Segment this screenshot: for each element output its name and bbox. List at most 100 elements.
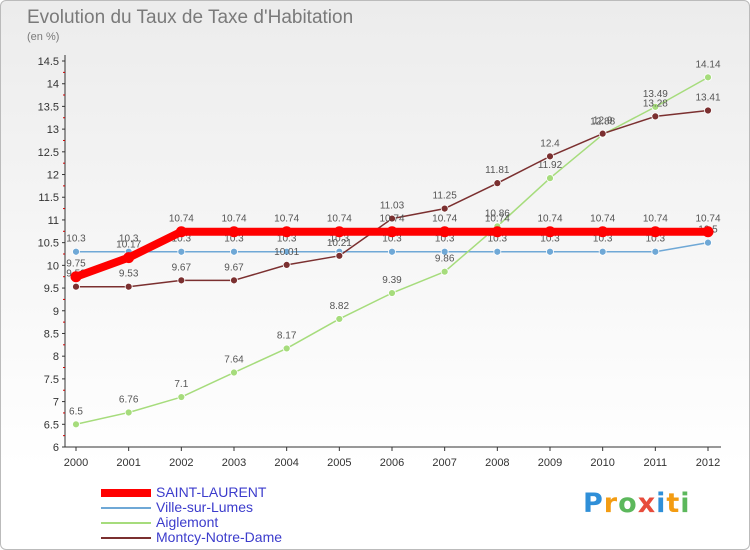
y-tick-label: 9.5 xyxy=(44,283,59,295)
data-point xyxy=(491,226,503,238)
data-label: 11.25 xyxy=(433,191,458,202)
data-point xyxy=(493,179,502,188)
logo-letter: i xyxy=(680,488,691,519)
data-point xyxy=(546,174,554,183)
x-tick-label: 2003 xyxy=(222,457,246,469)
y-tick-label: 14 xyxy=(47,79,59,91)
x-tick-label: 2006 xyxy=(380,457,404,469)
data-label: 13.28 xyxy=(643,98,668,109)
x-tick-label: 2012 xyxy=(696,457,720,469)
y-tick-label: 6.5 xyxy=(44,419,59,431)
data-label: 8.82 xyxy=(330,301,350,312)
data-point xyxy=(386,226,398,238)
data-point xyxy=(124,408,133,417)
data-point xyxy=(388,289,396,297)
data-point xyxy=(598,129,607,138)
data-label: 12.4 xyxy=(540,138,560,149)
data-label: 9.86 xyxy=(435,254,455,265)
data-point xyxy=(175,226,187,238)
data-label: 10.01 xyxy=(274,247,299,258)
x-tick-label: 2009 xyxy=(538,457,562,469)
y-tick-label: 8 xyxy=(53,351,59,363)
data-point xyxy=(651,247,660,256)
data-label: 11.81 xyxy=(485,165,510,176)
data-point xyxy=(72,420,80,429)
data-label: 10.86 xyxy=(485,208,510,219)
x-tick-label: 2007 xyxy=(432,457,456,469)
series-line-montcy-notre-dame xyxy=(75,109,709,288)
data-point xyxy=(282,247,291,256)
data-label: 9.75 xyxy=(66,259,86,270)
data-point xyxy=(440,204,449,213)
data-point xyxy=(649,226,661,238)
data-point xyxy=(70,271,82,283)
data-label: 12.88 xyxy=(590,117,615,128)
y-tick-label: 10.5 xyxy=(38,238,59,250)
data-label: 9.67 xyxy=(172,262,192,273)
logo-letter: x xyxy=(637,488,657,519)
data-label: 10.3 xyxy=(646,234,666,245)
data-label: 10.3 xyxy=(119,234,139,245)
data-label: 10.74 xyxy=(537,214,562,225)
data-point xyxy=(597,226,609,238)
data-point xyxy=(281,226,293,238)
legend-swatch xyxy=(101,488,151,497)
data-label: 10.3 xyxy=(66,234,86,245)
data-point xyxy=(335,251,344,260)
data-label: 7.64 xyxy=(224,355,244,366)
data-label: 11.03 xyxy=(380,201,405,212)
chart-title: Evolution du Taux de Taxe d'Habitation xyxy=(27,7,354,28)
proxiti-logo: Proxiti xyxy=(583,488,691,519)
x-tick-label: 2004 xyxy=(274,457,298,469)
chart-subtitle: (en %) xyxy=(27,31,60,43)
x-tick-label: 2010 xyxy=(590,457,614,469)
data-point xyxy=(72,247,80,256)
data-label: 10.74 xyxy=(643,214,668,225)
data-point xyxy=(651,112,660,121)
legend-label: Ville-sur-Lumes xyxy=(156,499,253,515)
logo-letter: o xyxy=(618,488,638,519)
data-point xyxy=(282,344,291,353)
x-tick-label: 2001 xyxy=(116,457,140,469)
legend-label: Aiglemont xyxy=(156,514,219,530)
data-label: 10.3 xyxy=(488,234,508,245)
data-point xyxy=(440,247,449,256)
data-point xyxy=(544,226,556,238)
data-label: 10.3 xyxy=(382,234,402,245)
data-point xyxy=(177,247,186,256)
data-label: 10.3 xyxy=(540,234,560,245)
data-point xyxy=(228,226,240,238)
y-tick-label: 6 xyxy=(53,442,59,454)
data-label: 10.74 xyxy=(169,214,194,225)
data-point xyxy=(546,152,554,161)
data-label: 9.39 xyxy=(382,275,402,286)
y-tick-label: 11 xyxy=(48,215,59,227)
data-point xyxy=(546,247,554,256)
data-label: 10.3 xyxy=(172,234,192,245)
data-label: 13.49 xyxy=(643,89,668,100)
data-point xyxy=(704,106,712,115)
data-label: 10.3 xyxy=(277,234,297,245)
y-tick-label: 7.5 xyxy=(44,374,59,386)
data-label: 14.14 xyxy=(695,59,720,70)
data-point xyxy=(439,226,451,238)
data-point xyxy=(388,247,396,256)
data-point xyxy=(388,214,396,223)
x-tick-label: 2011 xyxy=(644,457,668,469)
data-point xyxy=(702,226,714,238)
data-point xyxy=(704,238,712,247)
data-label: 10.74 xyxy=(379,214,404,225)
logo-letter: t xyxy=(666,488,681,519)
data-label: 12.9 xyxy=(593,116,613,127)
data-label: 10.74 xyxy=(695,214,720,225)
data-point xyxy=(333,226,345,238)
y-tick-label: 11.5 xyxy=(38,192,59,204)
data-point xyxy=(704,73,712,82)
y-tick-label: 12.5 xyxy=(38,147,59,159)
y-tick-label: 9 xyxy=(53,306,59,318)
data-point xyxy=(598,247,607,256)
data-point xyxy=(123,252,135,264)
x-tick-label: 2002 xyxy=(169,457,193,469)
